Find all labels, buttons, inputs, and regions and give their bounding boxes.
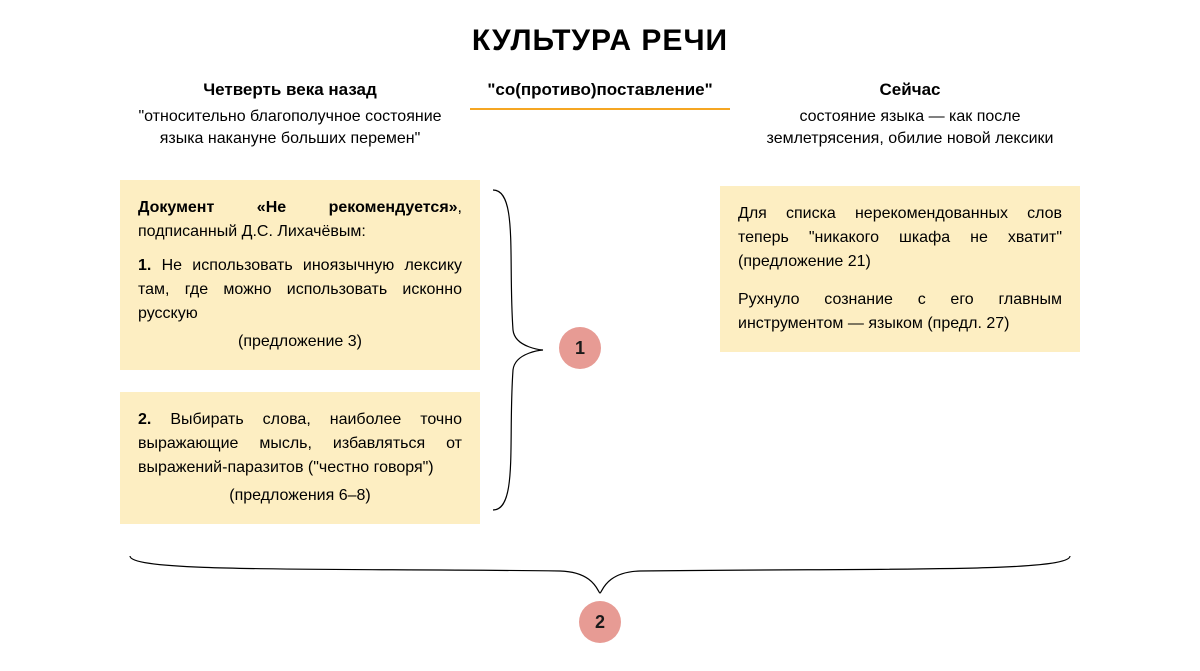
card-left-2-text: Выбирать слова, наиболее точно выражающи… xyxy=(138,411,462,476)
card-left-1-ref: (предложение 3) xyxy=(138,330,462,354)
card-right: Для списка нерекомендованных слов теперь… xyxy=(720,186,1080,352)
card-left-2: 2. Выбирать слова, наиболее точно выража… xyxy=(120,392,480,524)
left-sub: "относительно благополучное состояние яз… xyxy=(120,106,460,149)
card-left-1-intro: Документ «Не рекомендуется», подписанный… xyxy=(138,196,462,244)
columns-row: Четверть века назад "относительно благоп… xyxy=(0,80,1200,149)
mid-heading: "со(противо)поставление" xyxy=(470,80,730,100)
column-right: Сейчас состояние языка — как после земле… xyxy=(740,80,1080,149)
right-sub: состояние языка — как после землетрясени… xyxy=(740,106,1080,149)
card-left-1-item: 1. Не использовать иноязычную лексику та… xyxy=(138,254,462,354)
page-title: КУЛЬТУРА РЕЧИ xyxy=(0,0,1200,58)
column-left: Четверть века назад "относительно благоп… xyxy=(120,80,460,149)
card-right-p2: Рухнуло сознание с его главным инструмен… xyxy=(738,288,1062,336)
card-left-2-num: 2. xyxy=(138,411,151,428)
badge-1: 1 xyxy=(559,327,601,369)
card-left-2-ref: (предложения 6–8) xyxy=(138,484,462,508)
column-mid: "со(противо)поставление" xyxy=(470,80,730,149)
right-heading: Сейчас xyxy=(740,80,1080,100)
brace-right-icon xyxy=(488,190,548,510)
card-left-1: Документ «Не рекомендуется», подписанный… xyxy=(120,180,480,370)
mid-divider xyxy=(470,108,730,110)
brace-bottom-icon xyxy=(130,553,1070,593)
card-left-1-intro-bold: Документ «Не рекомендуется» xyxy=(138,199,458,216)
badge-2: 2 xyxy=(579,601,621,643)
card-left-2-item: 2. Выбирать слова, наиболее точно выража… xyxy=(138,408,462,508)
left-heading: Четверть века назад xyxy=(120,80,460,100)
card-right-p1: Для списка нерекомендованных слов теперь… xyxy=(738,202,1062,274)
card-left-1-text: Не использовать иноязычную лексику там, … xyxy=(138,257,462,322)
card-left-1-num: 1. xyxy=(138,257,151,274)
